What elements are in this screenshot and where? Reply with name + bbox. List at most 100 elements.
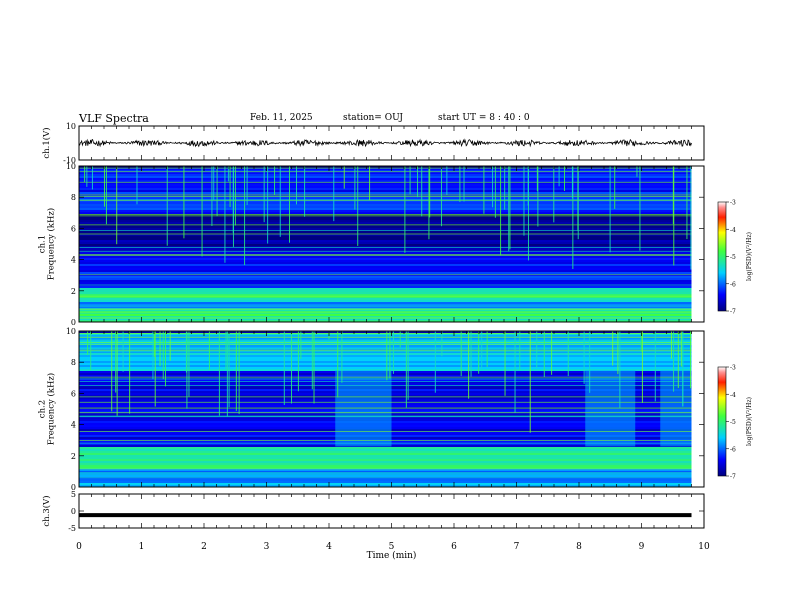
ch3-wave-frame bbox=[78, 493, 705, 529]
ch2-spectrogram-cell bbox=[79, 337, 692, 339]
x-tick-label-2: 2 bbox=[201, 542, 207, 552]
ch1-spectrogram-cell bbox=[79, 292, 692, 294]
ch2-spectrogram-cell bbox=[79, 345, 692, 347]
ch1-spectrogram-cell bbox=[79, 252, 692, 254]
ch1-spectrogram-cell bbox=[79, 176, 692, 178]
ch1-spectrogram-cell bbox=[79, 206, 692, 208]
ch1-spectrogram-cell bbox=[79, 294, 692, 296]
ch1-spectrogram-ylabel-1: Frequency (kHz) bbox=[46, 208, 57, 280]
ch1-spectrogram-ytick-0: 0 bbox=[71, 318, 76, 327]
ch1-spectrogram-cell bbox=[79, 174, 692, 176]
ch2-spectrogram-cell bbox=[79, 355, 692, 357]
ch2-spectrogram-cell bbox=[79, 469, 692, 471]
ch1-spectrogram-cell bbox=[79, 182, 692, 184]
ch2-spectrogram-cell bbox=[79, 363, 692, 365]
ch1-spectrogram-cell bbox=[79, 270, 692, 272]
ch2-spectrogram-cell bbox=[79, 465, 692, 467]
ch1-spectrogram-cell bbox=[79, 280, 692, 282]
ch2-spectrogram-colorbar bbox=[717, 366, 727, 477]
ch1-spectrogram-cell bbox=[79, 278, 692, 280]
ch1-spectrogram-cell bbox=[79, 282, 692, 284]
ch1-spectrogram-cell bbox=[79, 244, 692, 246]
ch2-spectrogram-cell bbox=[79, 483, 692, 485]
ch1-spectrogram-cell bbox=[79, 320, 692, 322]
ch1-spectrogram-cell bbox=[79, 166, 692, 168]
ch1-spectrogram-cell bbox=[79, 178, 692, 180]
ch1-spectrogram-cell bbox=[79, 298, 692, 300]
ch2-spectrogram-cell bbox=[79, 331, 692, 333]
ch1-spectrogram-cell bbox=[79, 232, 692, 234]
ch1-spectrogram-cell bbox=[79, 170, 692, 172]
ch1-spectrogram-cell bbox=[79, 258, 692, 260]
ch2-spectrogram-ytick-2: 4 bbox=[71, 421, 76, 430]
ch1-spectrogram-cell bbox=[79, 310, 692, 312]
ch1-spectrogram-cell bbox=[79, 248, 692, 250]
ch2-spectrogram-cell bbox=[79, 357, 692, 359]
ch1-spectrogram-cell bbox=[79, 200, 692, 202]
ch1-spectrogram-cell bbox=[79, 256, 692, 258]
chart-title: VLF Spectra bbox=[79, 112, 149, 125]
ch1-spectrogram-cell bbox=[79, 186, 692, 188]
ch1-spectrogram-colorbar-tick-1: -4 bbox=[730, 227, 736, 234]
ch1-spectrogram-cell bbox=[79, 208, 692, 210]
ch1-spectrogram-cell bbox=[79, 218, 692, 220]
x-tick-label-10: 10 bbox=[698, 542, 710, 552]
ch1-spectrogram-cell bbox=[79, 272, 692, 274]
ch1-spectrogram-cell bbox=[79, 306, 692, 308]
ch2-spectrogram-ytick-5: 10 bbox=[66, 327, 76, 336]
ch1-spectrogram-cell bbox=[79, 192, 692, 194]
ch1-spectrogram-cell bbox=[79, 236, 692, 238]
ch2-spectrogram-cell bbox=[79, 449, 692, 451]
x-tick-label-9: 9 bbox=[639, 542, 645, 552]
ch2-spectrogram-cell bbox=[79, 367, 692, 369]
ch2-spectrogram-cell bbox=[79, 359, 692, 361]
ch1-spectrogram-ytick-4: 8 bbox=[71, 193, 76, 202]
ch2-spectrogram-ytick-4: 8 bbox=[71, 358, 76, 367]
ch1-spectrogram-cell bbox=[79, 286, 692, 288]
ch2-spectrogram-ylabel-0: ch.2 bbox=[38, 400, 48, 418]
ch1-spectrogram-ytick-5: 10 bbox=[66, 162, 76, 171]
ch3-wave-ytick-1: 0 bbox=[71, 507, 76, 516]
ch2-spectrogram-cell bbox=[79, 333, 692, 335]
ch1-spectrogram-cell bbox=[79, 204, 692, 206]
ch1-spectrogram-colorbar-tick-3: -6 bbox=[730, 281, 736, 288]
ch1-spectrogram-cell bbox=[79, 212, 692, 214]
ch2-spectrogram-colorbar-label: log(PSD)(V²/Hz) bbox=[746, 397, 753, 446]
ch1-spectrogram-cell bbox=[79, 190, 692, 192]
ch1-spectrogram-cell bbox=[79, 230, 692, 232]
ch1-spectrogram-cell bbox=[79, 312, 692, 314]
ch1-spectrogram-colorbar-tick-0: -3 bbox=[730, 200, 736, 207]
ch2-spectrogram-ylabel-1: Frequency (kHz) bbox=[46, 373, 57, 445]
ch1-spectrogram-ytick-2: 4 bbox=[71, 256, 76, 265]
ch1-spectrogram-cell bbox=[79, 220, 692, 222]
ch2-spectrogram-heatmap bbox=[79, 330, 704, 487]
ch2-spectrogram-cell bbox=[79, 455, 692, 457]
ch1-spectrogram-cell bbox=[79, 234, 692, 236]
ch1-spectrogram-cell bbox=[79, 216, 692, 218]
ch1-spectrogram-cell bbox=[79, 246, 692, 248]
ch2-spectrogram-ytick-0: 0 bbox=[71, 483, 76, 492]
header-station: station= OUJ bbox=[343, 113, 404, 123]
ch2-spectrogram-cell bbox=[79, 475, 692, 477]
ch2-spectrogram-colorbar-tick-0: -3 bbox=[730, 365, 736, 372]
ch1-spectrogram-cell bbox=[79, 198, 692, 200]
ch2-spectrogram-cell bbox=[79, 463, 692, 465]
ch1-spectrogram-colorbar bbox=[717, 201, 727, 312]
ch1-spectrogram-cell bbox=[79, 262, 692, 264]
ch2-spectrogram-colorbar-tick-1: -4 bbox=[730, 392, 736, 399]
ch1-spectrogram-cell bbox=[79, 172, 692, 174]
ch2-spectrogram-cell bbox=[79, 461, 692, 463]
ch2-spectrogram-ytick-3: 6 bbox=[71, 389, 76, 398]
ch1-spectrogram-cell bbox=[79, 202, 692, 204]
ch3-wave-ylabel-0: ch.3(V) bbox=[41, 495, 52, 526]
ch2-spectrogram-cell bbox=[79, 353, 692, 355]
ch2-spectrogram-colorbar-tick-3: -6 bbox=[730, 446, 736, 453]
ch1-spectrogram-cell bbox=[79, 240, 692, 242]
ch1-spectrogram-cell bbox=[79, 238, 692, 240]
x-tick-label-6: 6 bbox=[451, 542, 457, 552]
ch1-spectrogram-cell bbox=[79, 184, 692, 186]
header-date: Feb. 11, 2025 bbox=[250, 113, 313, 123]
ch2-spectrogram-cell bbox=[79, 481, 692, 483]
ch1-spectrogram-cell bbox=[79, 264, 692, 266]
x-tick-label-5: 5 bbox=[389, 542, 395, 552]
